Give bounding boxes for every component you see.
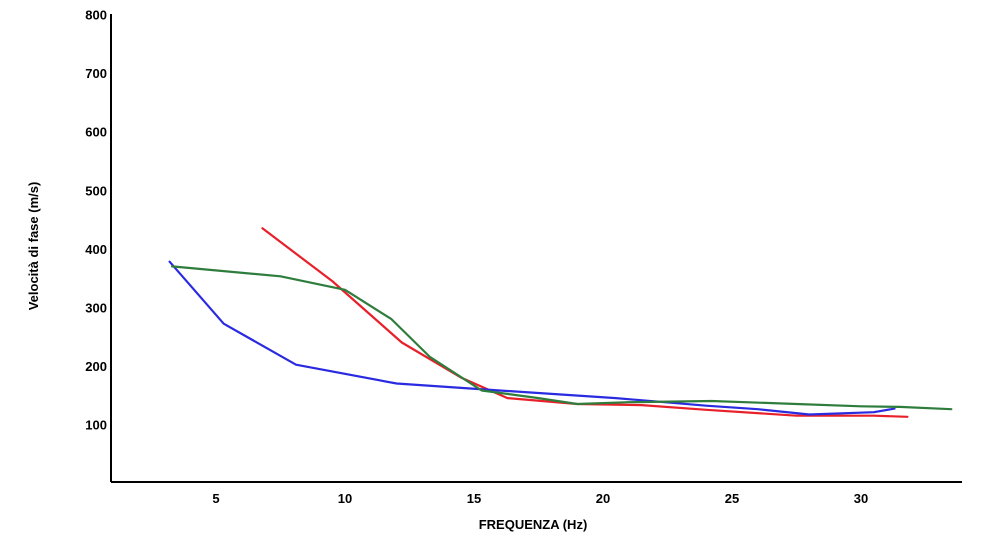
x-tick-label: 10 bbox=[338, 491, 352, 506]
x-tick-label: 25 bbox=[725, 491, 739, 506]
x-tick-label: 15 bbox=[467, 491, 481, 506]
y-tick-label: 400 bbox=[85, 242, 107, 257]
y-tick-label: 500 bbox=[85, 183, 107, 198]
y-tick-label: 100 bbox=[85, 417, 107, 432]
y-tick-labels: 100 200 300 400 500 600 700 800 bbox=[85, 8, 107, 433]
x-tick-label: 20 bbox=[596, 491, 610, 506]
x-tick-labels: 510152025303 bbox=[212, 491, 868, 506]
y-axis-title: Velocità di fase (m/s) bbox=[26, 182, 41, 311]
x-tick-label: 30 bbox=[854, 491, 868, 506]
y-tick-label: 700 bbox=[85, 66, 107, 81]
series-line-3 bbox=[171, 265, 953, 411]
series-line-1 bbox=[261, 227, 909, 418]
series-lines bbox=[168, 227, 953, 418]
y-tick-label: 300 bbox=[85, 300, 107, 315]
x-tick-label: 5 bbox=[212, 491, 219, 506]
y-tick-label: 600 bbox=[85, 125, 107, 140]
y-tick-label: 800 bbox=[85, 8, 107, 23]
series-line-2 bbox=[168, 260, 896, 416]
x-axis-title: FREQUENZA (Hz) bbox=[479, 517, 588, 532]
y-tick-label: 200 bbox=[85, 359, 107, 374]
